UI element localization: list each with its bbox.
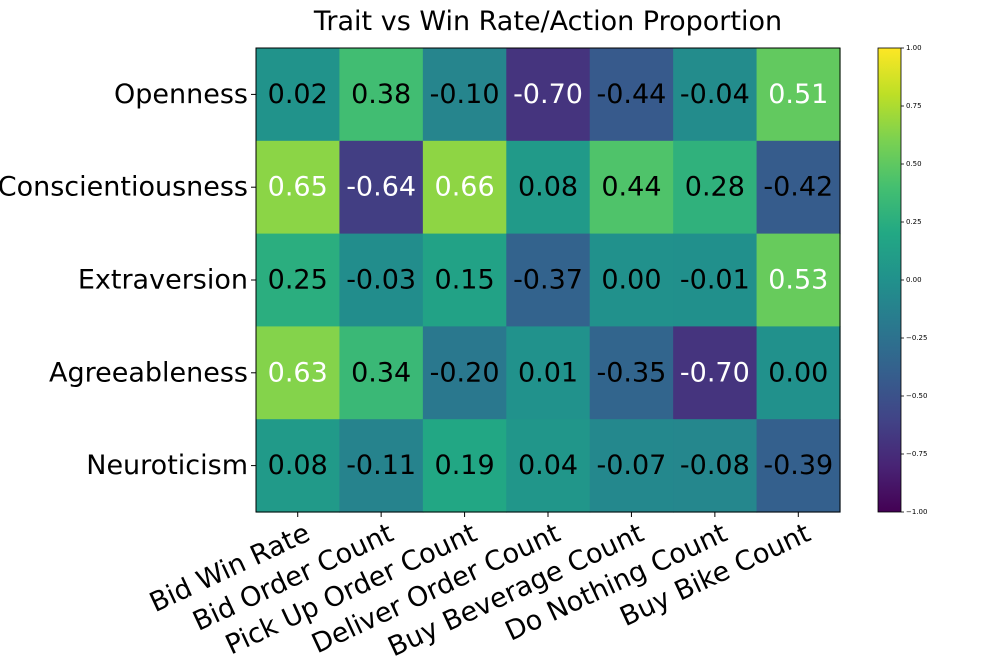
cell-value-label: 0.44 bbox=[601, 172, 661, 203]
heatmap-cell bbox=[339, 48, 424, 142]
heatmap-cell bbox=[589, 419, 674, 513]
heatmap-cell bbox=[422, 419, 507, 513]
cell-value-label: 0.00 bbox=[601, 265, 661, 296]
heatmap-cell bbox=[506, 48, 591, 142]
row-label: Extraversion bbox=[78, 265, 248, 296]
heatmap-cell bbox=[422, 233, 507, 327]
cell-value-label: 0.01 bbox=[518, 357, 578, 388]
cell-value-label: 0.04 bbox=[518, 450, 578, 481]
chart-title: Trait vs Win Rate/Action Proportion bbox=[313, 6, 782, 37]
heatmap-cell bbox=[256, 419, 341, 513]
heatmap-cell bbox=[756, 326, 841, 420]
cell-value-label: 0.08 bbox=[268, 450, 328, 481]
cell-value-label: 0.63 bbox=[268, 357, 328, 388]
heatmap-cell bbox=[422, 326, 507, 420]
row-label: Agreeableness bbox=[49, 357, 248, 388]
heatmap-cell bbox=[256, 326, 341, 420]
colorbar-tick-label: 0.75 bbox=[906, 102, 922, 110]
colorbar-tick-label: −1.00 bbox=[906, 508, 927, 516]
row-label: Neuroticism bbox=[86, 450, 248, 481]
heatmap-cell bbox=[589, 48, 674, 142]
heatmap-cell bbox=[756, 419, 841, 513]
heatmap-cell bbox=[589, 326, 674, 420]
heatmap-cell bbox=[339, 233, 424, 327]
cell-value-label: 0.08 bbox=[518, 172, 578, 203]
cell-value-label: -0.20 bbox=[430, 357, 500, 388]
cell-value-label: 0.38 bbox=[351, 79, 411, 110]
colorbar-gradient bbox=[877, 47, 902, 513]
heatmap-cell bbox=[756, 48, 841, 142]
colorbar-tick-label: −0.75 bbox=[906, 450, 927, 458]
heatmap-cell bbox=[756, 233, 841, 327]
cell-value-label: -0.10 bbox=[430, 79, 500, 110]
heatmap-cell bbox=[339, 419, 424, 513]
heatmap-cell bbox=[756, 140, 841, 235]
colorbar-tick-label: 0.00 bbox=[906, 276, 922, 284]
heatmap-cell bbox=[589, 140, 674, 235]
cell-value-label: 0.34 bbox=[351, 357, 411, 388]
cell-value-label: 0.15 bbox=[435, 265, 495, 296]
cell-value-label: -0.35 bbox=[597, 357, 667, 388]
colorbar-tick-label: −0.50 bbox=[906, 392, 927, 400]
cell-value-label: 0.02 bbox=[268, 79, 328, 110]
cell-value-label: 0.00 bbox=[768, 357, 828, 388]
cell-value-label: -0.42 bbox=[763, 172, 833, 203]
heatmap-cell bbox=[256, 48, 341, 142]
heatmap-cell bbox=[256, 140, 341, 235]
cell-value-label: -0.03 bbox=[346, 265, 416, 296]
cell-value-label: 0.28 bbox=[685, 172, 745, 203]
heatmap-cell bbox=[256, 233, 341, 327]
heatmap-cell bbox=[673, 326, 758, 420]
cell-value-label: -0.70 bbox=[680, 357, 750, 388]
heatmap-cell bbox=[422, 140, 507, 235]
cell-value-label: 0.66 bbox=[435, 172, 495, 203]
heatmap-cell bbox=[673, 48, 758, 142]
row-label: Conscientiousness bbox=[0, 172, 248, 203]
cell-value-label: -0.70 bbox=[513, 79, 583, 110]
cell-value-label: -0.07 bbox=[597, 450, 667, 481]
cell-value-label: -0.39 bbox=[763, 450, 833, 481]
cell-value-label: 0.65 bbox=[268, 172, 328, 203]
heatmap-cell bbox=[673, 419, 758, 513]
cell-value-label: -0.37 bbox=[513, 265, 583, 296]
heatmap-cell bbox=[422, 48, 507, 142]
colorbar-tick-label: 0.50 bbox=[906, 160, 922, 168]
heatmap-cells bbox=[255, 47, 841, 513]
heatmap-cell bbox=[673, 233, 758, 327]
cell-value-label: -0.08 bbox=[680, 450, 750, 481]
heatmap-cell bbox=[506, 419, 591, 513]
heatmap-cell bbox=[339, 326, 424, 420]
cell-value-label: 0.25 bbox=[268, 265, 328, 296]
cell-value-label: -0.64 bbox=[346, 172, 416, 203]
heatmap-cell-labels: 0.02 0.38 -0.10 -0.70 -0.44 -0.04 0.51 0.65 -0.6… bbox=[268, 79, 834, 481]
cell-value-label: 0.19 bbox=[435, 450, 495, 481]
colorbar: 1.00 0.75 0.50 0.25 0.00 −0.25 −0.50 −0.75 −1.00 bbox=[877, 44, 927, 516]
cell-value-label: 0.53 bbox=[768, 265, 828, 296]
heatmap-cell bbox=[339, 140, 424, 235]
heatmap-cell bbox=[673, 140, 758, 235]
cell-value-label: -0.04 bbox=[680, 79, 750, 110]
heatmap-cell bbox=[506, 233, 591, 327]
heatmap-cell bbox=[589, 233, 674, 327]
cell-value-label: 0.51 bbox=[768, 79, 828, 110]
cell-value-label: -0.01 bbox=[680, 265, 750, 296]
row-labels: Openness Conscientiousness Extraversion Agr… bbox=[0, 79, 256, 481]
heatmap-cell bbox=[506, 140, 591, 235]
colorbar-tick-label: 1.00 bbox=[906, 44, 922, 52]
heatmap-cell bbox=[506, 326, 591, 420]
colorbar-tick-label: 0.25 bbox=[906, 218, 922, 226]
cell-value-label: -0.11 bbox=[346, 450, 416, 481]
colorbar-tick-label: −0.25 bbox=[906, 334, 927, 342]
row-label: Openness bbox=[114, 79, 248, 110]
cell-value-label: -0.44 bbox=[597, 79, 667, 110]
